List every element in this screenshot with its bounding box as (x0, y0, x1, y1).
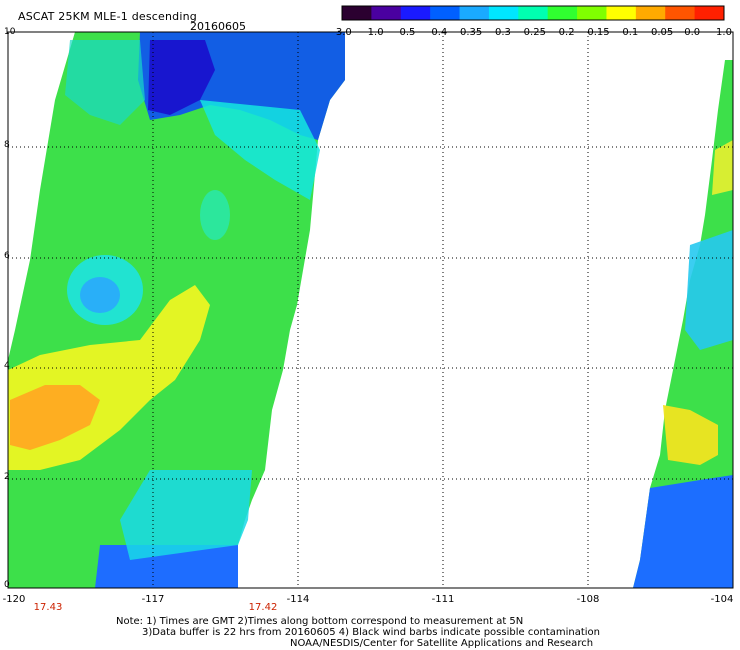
colorbar-swatch (459, 6, 490, 20)
left-swath-cyan-mid (200, 100, 320, 200)
colorbar-swatch (342, 6, 372, 20)
colorbar-swatch (665, 6, 696, 20)
y-tick-0: 0 (4, 580, 10, 590)
colorbar-swatch (488, 6, 519, 20)
note-line-2: 3)Data buffer is 22 hrs from 20160605 4)… (142, 627, 600, 638)
x-tick-108: -108 (576, 594, 600, 605)
y-tick-6: 6 (4, 251, 10, 261)
left-swath-orange (10, 385, 100, 450)
left-swath-cyan-left-top (65, 40, 145, 125)
colorbar-label: -0.35 (456, 27, 483, 38)
right-swath-yellow-top (712, 140, 733, 195)
grid (8, 32, 733, 588)
left-swath-blue-eddy (80, 277, 120, 313)
right-swath-blue (633, 475, 733, 588)
x-tick-111: -111 (431, 594, 455, 605)
colorbar-label: 1.0 (716, 27, 732, 38)
pass-time-left: 17.43 (33, 602, 63, 613)
colorbar-swatch (577, 6, 607, 20)
plot-frame (7, 31, 734, 589)
colorbar-swatch (371, 6, 402, 20)
pass-time-right: 17.42 (248, 602, 278, 613)
colorbar-swatch (694, 6, 725, 20)
colorbar-swatch (635, 6, 666, 20)
left-swath-deep-blue (148, 40, 215, 115)
y-tick-4: 4 (4, 361, 10, 371)
colorbar-swatch (430, 6, 461, 20)
colorbar-label: -0.3 (491, 27, 511, 38)
colorbar-label: 0.0 (684, 27, 701, 38)
colorbar-label: -0.1 (618, 27, 639, 38)
colorbar-swatch (606, 6, 637, 20)
colorbar-label: -0.05 (647, 27, 674, 38)
colorbar-label: -0.4 (427, 27, 448, 38)
colorbar-swatch (518, 6, 549, 20)
right-swath-yellow (663, 405, 718, 465)
x-tick-114: -114 (286, 594, 310, 605)
map-date: 20160605 (190, 20, 246, 33)
note-line-1: Note: 1) Times are GMT 2)Times along bot… (116, 616, 524, 627)
x-tick-104: -104 (710, 594, 734, 605)
y-tick-8: 8 (4, 140, 10, 150)
right-swath-cyan (685, 230, 733, 350)
colorbar-label: -0.25 (520, 27, 546, 38)
colorbar-frame (341, 5, 725, 21)
note-line-3: NOAA/NESDIS/Center for Satellite Applica… (290, 638, 594, 649)
colorbar-label: -1.0 (364, 27, 384, 38)
colorbar-swatch (400, 6, 431, 20)
colorbar-swatch (547, 6, 578, 20)
y-tick-10: 10 (4, 27, 16, 37)
left-swath-cyan-eddy-2 (200, 190, 230, 240)
colorbar-label: -0.2 (555, 27, 575, 38)
y-tick-2: 2 (4, 472, 10, 482)
colorbar-label: -0.15 (583, 27, 610, 38)
colorbar (341, 5, 725, 21)
x-tick-117: -117 (141, 594, 165, 605)
colorbar-label: -3.0 (332, 27, 352, 38)
map-title: ASCAT 25KM MLE-1 descending (18, 10, 197, 23)
x-tick-120: -120 (2, 594, 26, 605)
colorbar-label: -0.5 (395, 27, 416, 38)
